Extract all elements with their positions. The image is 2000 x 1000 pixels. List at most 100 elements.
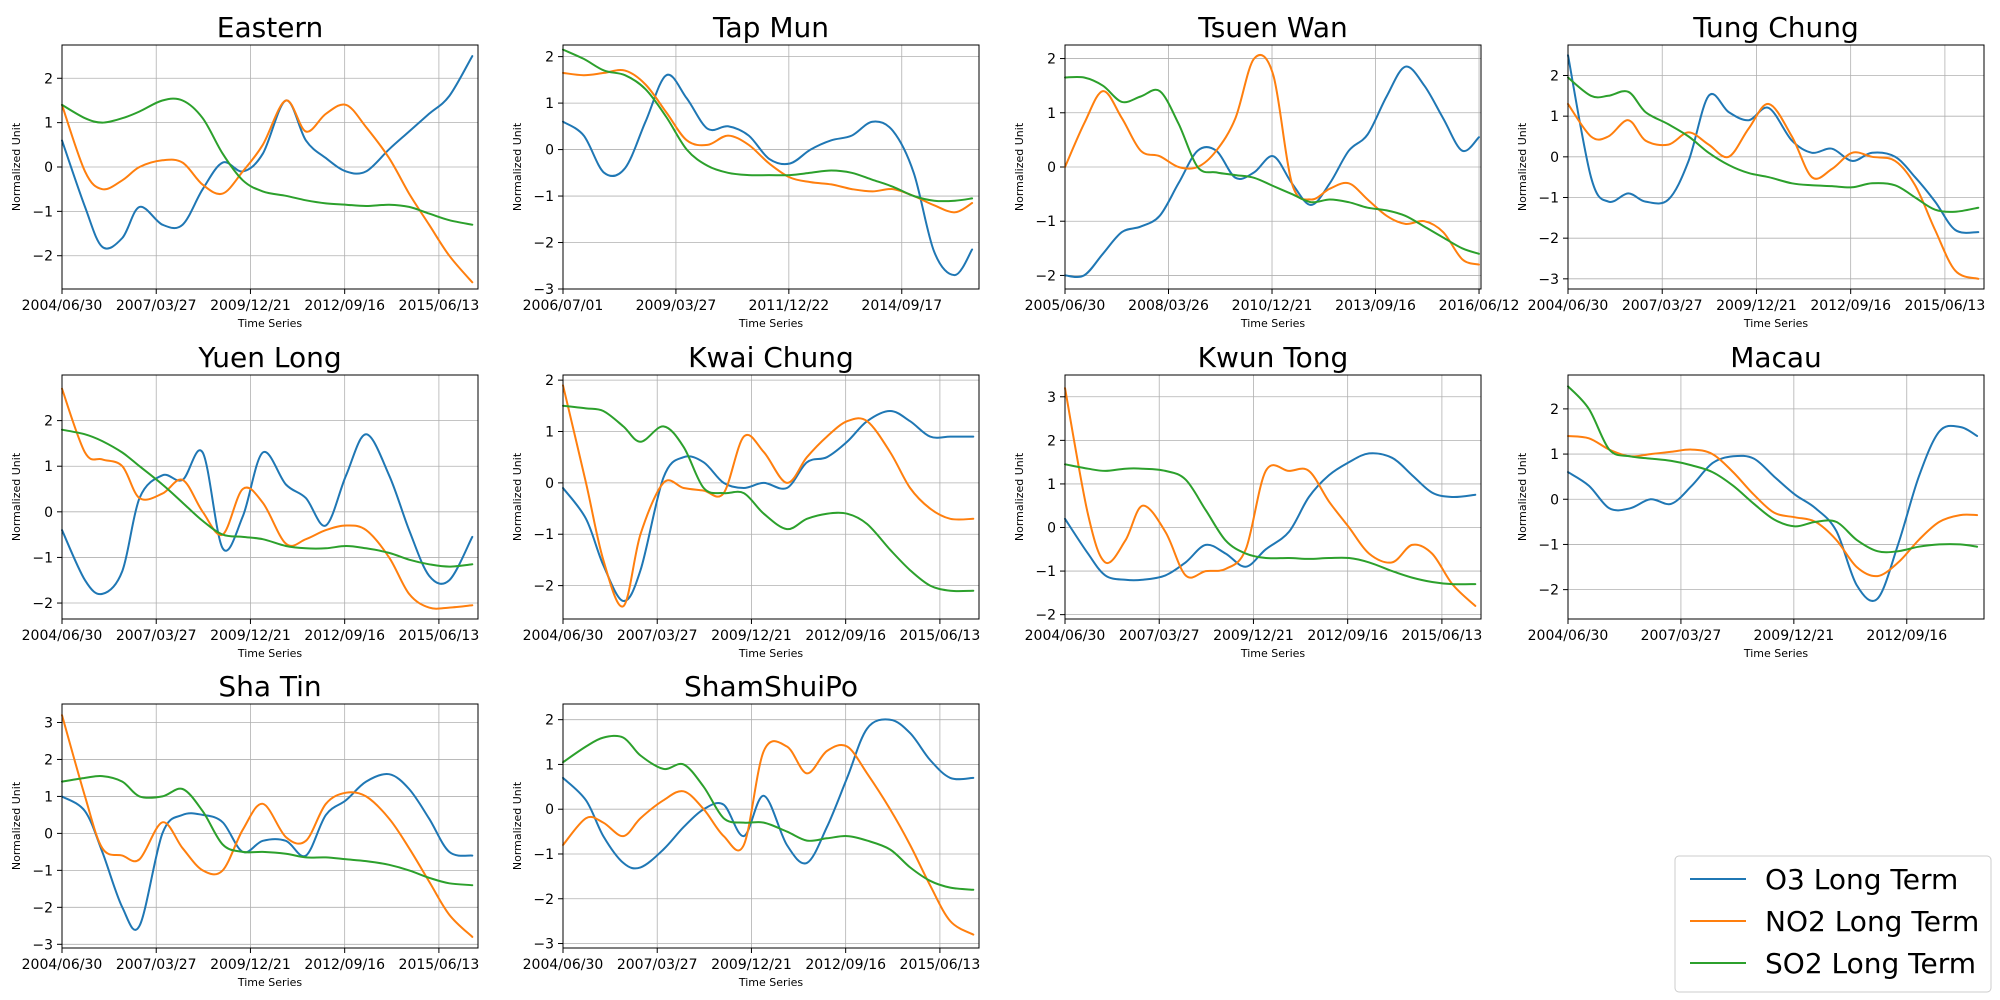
y-tick-label: 2 xyxy=(44,752,53,768)
x-tick-label: 2014/09/17 xyxy=(861,298,942,314)
y-tick-label: −2 xyxy=(32,596,53,612)
y-tick-label: 1 xyxy=(545,425,554,441)
subplot-title: Tap Mun xyxy=(712,11,829,44)
subplot-title: Tung Chung xyxy=(1692,11,1859,44)
series-line-o3-long-term xyxy=(562,410,975,602)
legend-label-o3: O3 Long Term xyxy=(1765,863,1958,896)
subplot-title: Kwai Chung xyxy=(688,341,854,374)
y-tick-label: 3 xyxy=(1047,390,1056,406)
subplot-kwun-tong: −2 −1 0 1 2 3 2004/06/30 2007/03/27 2009/12/21 20… xyxy=(1013,341,1482,660)
y-tick-label: 2 xyxy=(1047,433,1056,449)
legend-label-no2: NO2 Long Term xyxy=(1765,905,1979,938)
axes-frame xyxy=(562,703,980,949)
y-tick-label: 2 xyxy=(44,414,53,430)
x-tick-label: 2012/09/16 xyxy=(304,957,385,973)
x-tick-label: 2009/12/21 xyxy=(210,628,291,644)
y-tick-label: −1 xyxy=(1035,564,1056,580)
x-tick-label: 2009/03/27 xyxy=(636,298,717,314)
y-tick-label: −1 xyxy=(32,204,53,220)
x-tick-label: 2012/09/16 xyxy=(1866,628,1947,644)
x-tick-label: 2004/06/30 xyxy=(22,957,103,973)
y-axis-label: Normalized Unit xyxy=(511,122,524,211)
subplot-yuen-long: −2 −1 0 1 2 2004/06/30 2007/03/27 2009/12/21 201… xyxy=(10,341,479,660)
y-tick-label: 0 xyxy=(1550,150,1559,166)
series-line-so2-long-term xyxy=(1567,76,1980,213)
y-tick-label: −2 xyxy=(533,892,554,908)
y-tick-label: 0 xyxy=(545,143,554,159)
x-tick-label: 2016/06/12 xyxy=(1439,298,1520,314)
y-tick-label: −3 xyxy=(533,937,554,953)
x-tick-label: 2009/12/21 xyxy=(210,298,291,314)
series-line-o3-long-term xyxy=(1064,452,1477,582)
x-tick-label: 2007/03/27 xyxy=(116,628,197,644)
y-tick-label: −1 xyxy=(533,189,554,205)
x-tick-label: 2007/03/27 xyxy=(1641,628,1722,644)
subplot-title: Macau xyxy=(1730,341,1822,374)
x-tick-label: 2007/03/27 xyxy=(1622,298,1703,314)
subplot-tung-chung: −3 −2 −1 0 1 2 2004/06/30 2007/03/27 2009/12/21 2… xyxy=(1516,11,1985,330)
y-tick-label: −3 xyxy=(32,937,53,953)
x-axis-label: Time Series xyxy=(1743,317,1809,330)
axes-frame xyxy=(1567,374,1985,620)
x-tick-label: 2009/12/21 xyxy=(711,957,792,973)
y-tick-label: 2 xyxy=(545,50,554,66)
x-tick-label: 2007/03/27 xyxy=(1119,628,1200,644)
y-tick-label: 2 xyxy=(44,71,53,87)
y-tick-label: −3 xyxy=(533,282,554,298)
y-tick-label: −2 xyxy=(533,236,554,252)
x-tick-label: 2015/06/13 xyxy=(399,298,480,314)
series-line-so2-long-term xyxy=(61,428,474,568)
series-line-no2-long-term xyxy=(1064,387,1477,607)
x-tick-label: 2008/03/26 xyxy=(1128,298,1209,314)
x-tick-label: 2012/09/16 xyxy=(304,298,385,314)
series-line-so2-long-term xyxy=(562,404,975,593)
y-tick-label: 1 xyxy=(1047,106,1056,122)
series-line-o3-long-term xyxy=(1567,54,1980,234)
x-tick-label: 2009/12/21 xyxy=(1213,628,1294,644)
y-tick-label: 1 xyxy=(1550,109,1559,125)
y-tick-label: −2 xyxy=(32,249,53,265)
x-tick-label: 2009/12/21 xyxy=(1753,628,1834,644)
y-tick-label: 2 xyxy=(1047,52,1056,68)
y-tick-label: 1 xyxy=(44,789,53,805)
subplot-title: ShamShuiPo xyxy=(684,670,858,703)
x-axis-label: Time Series xyxy=(1240,317,1306,330)
series-line-so2-long-term xyxy=(1064,75,1480,255)
x-tick-label: 2015/06/13 xyxy=(1402,628,1483,644)
y-tick-label: 2 xyxy=(1550,69,1559,85)
y-axis-label: Normalized Unit xyxy=(1516,452,1529,541)
series-line-o3-long-term xyxy=(562,73,974,277)
series-line-o3-long-term xyxy=(61,55,474,250)
x-axis-label: Time Series xyxy=(738,317,804,330)
axes-frame xyxy=(61,44,479,290)
x-tick-label: 2004/06/30 xyxy=(22,628,103,644)
series-line-no2-long-term xyxy=(61,99,474,284)
series-line-o3-long-term xyxy=(61,772,474,931)
y-tick-label: −3 xyxy=(1538,272,1559,288)
y-tick-label: −2 xyxy=(1538,231,1559,247)
x-tick-label: 2009/12/21 xyxy=(1716,298,1797,314)
subplot-macau: −2 −1 0 1 2 2004/06/30 2007/03/27 2009/12/21 201… xyxy=(1516,341,1985,660)
x-tick-label: 2015/06/13 xyxy=(399,957,480,973)
subplot-eastern: −2 −1 0 1 2 2004/06/30 2007/03/27 2009/12/21 201… xyxy=(10,11,479,330)
y-tick-label: −1 xyxy=(1035,214,1056,230)
axes-frame xyxy=(1064,44,1482,290)
subplot-tap-mun: −3 −2 −1 0 1 2 2006/07/01 2009/03/27 2011/12/22 2… xyxy=(511,11,980,330)
y-tick-label: 0 xyxy=(44,160,53,176)
x-axis-label: Time Series xyxy=(1743,647,1809,660)
y-axis-label: Normalized Unit xyxy=(10,452,23,541)
x-tick-label: 2009/12/21 xyxy=(210,957,291,973)
y-tick-label: −1 xyxy=(1538,537,1559,553)
x-tick-label: 2004/06/30 xyxy=(22,298,103,314)
y-tick-label: −2 xyxy=(32,900,53,916)
y-tick-label: 0 xyxy=(545,802,554,818)
y-tick-label: 1 xyxy=(1550,447,1559,463)
y-tick-label: −2 xyxy=(1035,268,1056,284)
subplot-sha-tin: −3 −2 −1 0 1 2 3 2004/06/30 2007/03/27 2009/12/21… xyxy=(10,670,479,989)
x-tick-label: 2015/06/13 xyxy=(900,957,981,973)
x-axis-label: Time Series xyxy=(237,317,303,330)
x-tick-label: 2004/06/30 xyxy=(1025,628,1106,644)
axes-frame xyxy=(562,44,980,290)
series-line-o3-long-term xyxy=(61,433,474,596)
